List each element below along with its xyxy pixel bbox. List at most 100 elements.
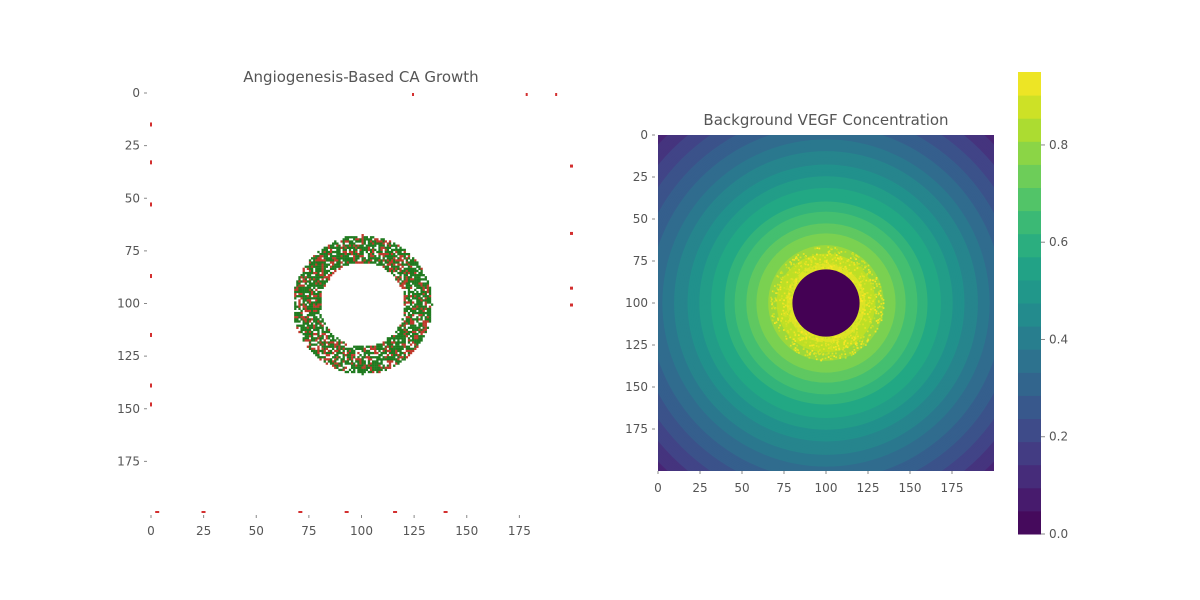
cell <box>388 343 392 346</box>
cell <box>319 290 322 294</box>
cell <box>300 324 303 327</box>
cell <box>338 248 341 252</box>
vegf-speckle <box>866 273 869 275</box>
cell <box>361 250 364 254</box>
colorbar-band <box>1018 233 1041 258</box>
cell <box>300 292 303 296</box>
cell <box>357 360 360 363</box>
cell <box>344 347 347 351</box>
cell <box>416 269 419 273</box>
vegf-speckle <box>830 248 833 251</box>
cell <box>386 246 390 249</box>
cell <box>338 244 341 247</box>
cell <box>340 261 343 264</box>
vegf-speckle <box>784 304 787 307</box>
cell <box>405 318 409 321</box>
cell <box>367 244 371 247</box>
cell <box>412 339 415 342</box>
cell <box>426 299 430 302</box>
cell <box>296 286 299 289</box>
cell <box>388 360 392 363</box>
cell <box>382 257 385 260</box>
cell <box>302 295 305 298</box>
cell <box>412 282 415 285</box>
cell <box>403 252 406 256</box>
vegf-speckle <box>847 330 850 333</box>
cell <box>390 271 394 275</box>
cell <box>315 284 318 287</box>
cell <box>336 255 339 258</box>
cell <box>414 328 417 332</box>
vegf-speckle <box>845 267 848 270</box>
cell <box>424 276 427 279</box>
cell <box>323 280 326 283</box>
cell <box>422 307 425 311</box>
cell <box>334 343 337 346</box>
vegf-speckle <box>815 266 817 268</box>
vegf-speckle <box>860 299 863 302</box>
cell <box>422 288 425 292</box>
cell <box>338 351 341 355</box>
vegf-speckle <box>835 348 837 351</box>
cell <box>310 347 314 351</box>
cell <box>378 358 381 361</box>
cell <box>399 349 402 353</box>
cell <box>386 244 390 247</box>
cell <box>294 303 297 306</box>
cell <box>296 316 299 319</box>
colorbar-band <box>1018 256 1041 281</box>
cell <box>405 347 409 351</box>
cell <box>319 324 322 327</box>
cell <box>409 284 413 287</box>
cell <box>323 343 326 346</box>
cell <box>405 328 409 332</box>
cell <box>344 263 347 266</box>
cell <box>350 362 354 365</box>
cell <box>342 255 345 258</box>
cell <box>367 366 371 369</box>
vegf-speckle <box>780 270 783 273</box>
vegf-speckle <box>788 303 790 306</box>
vegf-speckle <box>785 310 788 313</box>
vegf-speckle <box>854 337 856 340</box>
cell <box>426 326 430 329</box>
vegf-speckle <box>791 258 794 261</box>
cell <box>369 364 373 367</box>
vegf-speckle <box>824 266 826 269</box>
cell <box>409 307 413 311</box>
cell <box>325 280 329 283</box>
vegf-speckle <box>810 260 813 263</box>
vegf-speckle <box>860 296 863 298</box>
cell <box>315 343 318 346</box>
cell <box>355 255 358 258</box>
cell <box>363 351 366 355</box>
cell <box>409 278 413 281</box>
vegf-speckle <box>770 296 773 299</box>
cell <box>363 370 366 374</box>
cell <box>428 301 432 304</box>
cell <box>332 339 335 342</box>
cell <box>357 345 360 348</box>
vegf-speckle <box>859 266 862 269</box>
cell <box>317 320 320 323</box>
cell <box>409 290 413 294</box>
cell <box>361 248 364 252</box>
colorbar-band <box>1018 418 1041 443</box>
edge-vessel <box>570 303 573 307</box>
cell <box>367 255 371 258</box>
cell <box>369 238 373 241</box>
cell <box>317 332 320 336</box>
cell <box>346 358 350 361</box>
cell <box>329 362 333 365</box>
cell <box>315 322 318 325</box>
x-tick-label: 25 <box>692 481 707 495</box>
vegf-speckle <box>857 319 860 321</box>
cell <box>426 297 430 300</box>
vegf-speckle <box>880 319 883 322</box>
cell <box>323 259 326 262</box>
cell <box>317 286 320 289</box>
vegf-speckle <box>868 305 871 308</box>
vegf-speckle <box>853 329 855 332</box>
cell <box>310 284 314 287</box>
cell <box>344 360 347 363</box>
